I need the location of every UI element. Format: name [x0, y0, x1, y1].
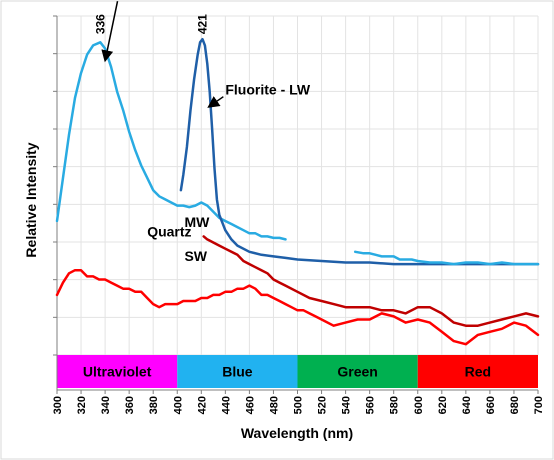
annotation-label: Fluorite - LW	[225, 82, 311, 98]
annotation-arrow	[207, 96, 224, 108]
x-tick-label: 620	[437, 396, 449, 414]
series-lines	[55, 37, 540, 346]
axes: 300 320 340 360 380 400 420 440 460 480 500 520 540 5…	[52, 15, 545, 414]
annotation-label: Quartz	[147, 223, 191, 239]
series-line-4	[202, 235, 540, 327]
series-line-3	[353, 250, 540, 266]
band-label: Blue	[222, 364, 253, 380]
x-tick-label: 520	[317, 396, 329, 414]
band-label: Red	[465, 364, 491, 380]
annotations: 336 421 Fluorite - SW Fluorite - LW QuartzMW…	[93, 0, 311, 264]
x-tick-label: 400	[172, 396, 184, 414]
x-tick-label: 460	[244, 396, 256, 414]
band-green	[297, 355, 418, 388]
y-axis-title: Relative Intensity	[23, 142, 39, 257]
x-tick-label: 700	[533, 396, 545, 414]
x-tick-label: 500	[293, 396, 305, 414]
x-tick-label: 480	[268, 396, 280, 414]
grid	[56, 15, 539, 356]
x-tick-label: 440	[220, 396, 232, 414]
x-axis-title: Wavelength (nm)	[241, 425, 353, 441]
annotation-arrow	[101, 1, 119, 63]
x-tick-label: 320	[76, 396, 88, 414]
annotation-label: Fluorite - SW	[120, 0, 207, 2]
band-blue	[177, 355, 298, 388]
band-label: Ultraviolet	[83, 364, 152, 380]
x-tick-label: 640	[461, 396, 473, 414]
band-label: Green	[337, 364, 377, 380]
x-tick-label: 660	[485, 396, 497, 414]
x-tick-label: 340	[100, 396, 112, 414]
x-tick-label: 540	[341, 396, 353, 414]
annotation-label: SW	[184, 248, 207, 264]
x-tick-label: 580	[389, 396, 401, 414]
series-line-2	[179, 37, 540, 266]
peak-label: 336	[93, 14, 107, 34]
x-tick-label: 560	[365, 396, 377, 414]
series-line-1	[55, 41, 287, 241]
band-red	[417, 355, 538, 388]
x-tick-label: 600	[413, 396, 425, 414]
series-line-5	[55, 268, 540, 346]
x-tick-label: 420	[196, 396, 208, 414]
spectrum-bands: Ultraviolet Blue Green Red	[57, 355, 538, 388]
annotation-label: MW	[184, 214, 210, 230]
peak-label: 421	[196, 14, 210, 34]
x-tick-label: 300	[52, 396, 64, 414]
x-tick-label: 380	[148, 396, 160, 414]
x-tick-label: 360	[124, 396, 136, 414]
band-ultraviolet	[57, 355, 178, 388]
x-tick-label: 680	[509, 396, 521, 414]
